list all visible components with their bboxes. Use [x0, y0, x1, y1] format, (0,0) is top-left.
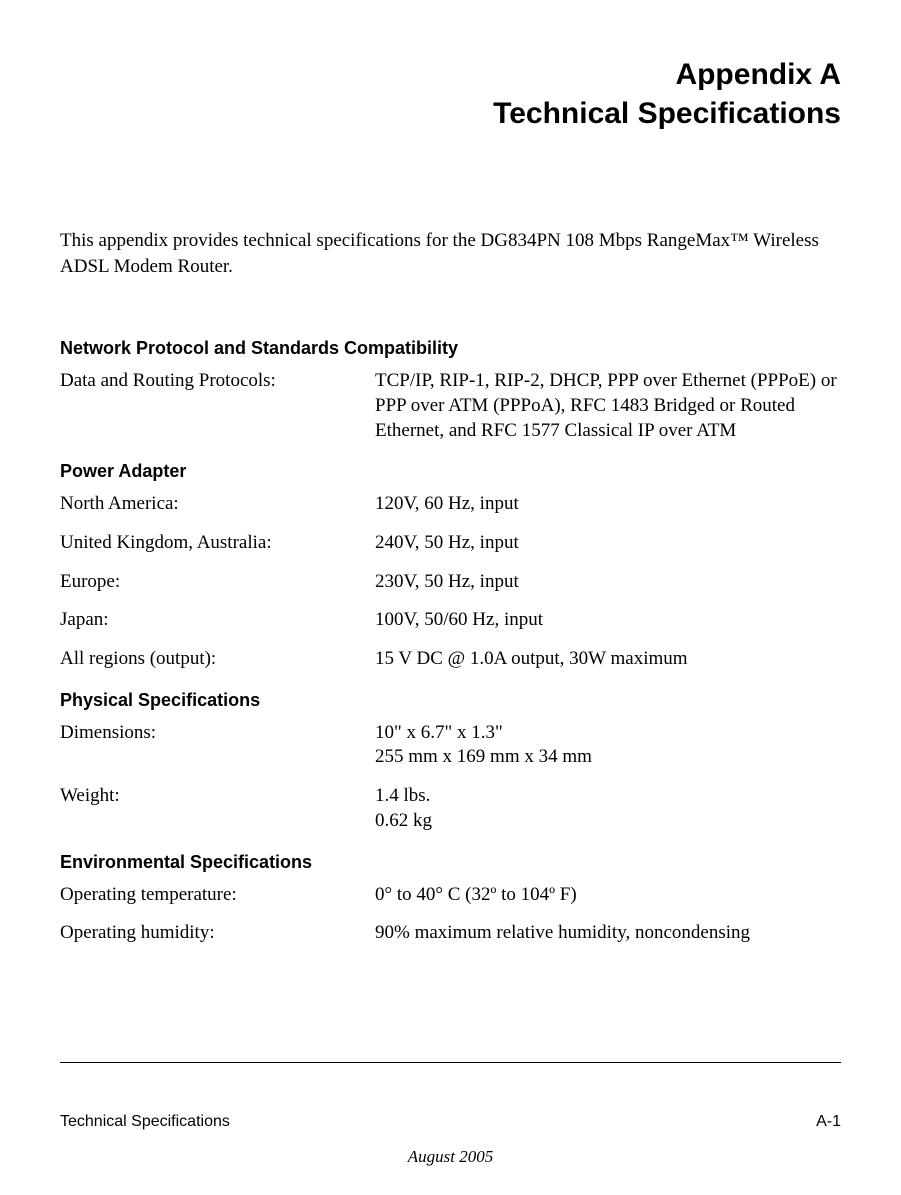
- spec-label-na: North America:: [60, 492, 375, 517]
- spec-label-out: All regions (output):: [60, 647, 375, 672]
- footer-rule: [60, 1062, 841, 1063]
- spec-label-eu: Europe:: [60, 570, 375, 595]
- spec-value-jp: 100V, 50/60 Hz, input: [375, 608, 841, 633]
- section-header-env: Environmental Specifications: [60, 848, 841, 883]
- footer-line: Technical Specifications A-1: [60, 1113, 841, 1131]
- spec-value-dim: 10" x 6.7" x 1.3" 255 mm x 169 mm x 34 m…: [375, 721, 841, 770]
- footer-right: A-1: [816, 1113, 841, 1131]
- spec-value-protocols: TCP/IP, RIP-1, RIP-2, DHCP, PPP over Eth…: [375, 369, 841, 443]
- table-row: Operating humidity: 90% maximum relative…: [60, 921, 841, 960]
- title-line-1: Appendix A: [675, 58, 841, 91]
- table-row: Data and Routing Protocols: TCP/IP, RIP-…: [60, 369, 841, 457]
- table-row: Operating temperature: 0° to 40° C (32º …: [60, 883, 841, 922]
- spec-label-uk: United Kingdom, Australia:: [60, 531, 375, 556]
- spec-label-wt: Weight:: [60, 784, 375, 833]
- page-title: Appendix A Technical Specifications: [60, 55, 841, 133]
- table-row: All regions (output): 15 V DC @ 1.0A out…: [60, 647, 841, 686]
- page-footer: Technical Specifications A-1 August 2005: [60, 1062, 841, 1167]
- spec-value-uk: 240V, 50 Hz, input: [375, 531, 841, 556]
- spec-label-protocols: Data and Routing Protocols:: [60, 369, 375, 443]
- table-row: Dimensions: 10" x 6.7" x 1.3" 255 mm x 1…: [60, 721, 841, 784]
- spec-value-eu: 230V, 50 Hz, input: [375, 570, 841, 595]
- spec-value-hum: 90% maximum relative humidity, nonconden…: [375, 921, 841, 946]
- spec-label-dim: Dimensions:: [60, 721, 375, 770]
- table-row: North America: 120V, 60 Hz, input: [60, 492, 841, 531]
- spec-label-temp: Operating temperature:: [60, 883, 375, 908]
- section-header-power: Power Adapter: [60, 457, 841, 492]
- spec-value-out: 15 V DC @ 1.0A output, 30W maximum: [375, 647, 841, 672]
- spec-value-temp: 0° to 40° C (32º to 104º F): [375, 883, 841, 908]
- title-line-2: Technical Specifications: [493, 97, 841, 130]
- intro-paragraph: This appendix provides technical specifi…: [60, 228, 841, 279]
- footer-date: August 2005: [60, 1147, 841, 1167]
- footer-left: Technical Specifications: [60, 1113, 230, 1131]
- specs-table: Network Protocol and Standards Compatibi…: [60, 334, 841, 960]
- section-header-physical: Physical Specifications: [60, 686, 841, 721]
- table-row: Japan: 100V, 50/60 Hz, input: [60, 608, 841, 647]
- table-row: United Kingdom, Australia: 240V, 50 Hz, …: [60, 531, 841, 570]
- section-header-network: Network Protocol and Standards Compatibi…: [60, 334, 841, 369]
- spec-label-hum: Operating humidity:: [60, 921, 375, 946]
- spec-value-wt: 1.4 lbs. 0.62 kg: [375, 784, 841, 833]
- spec-label-jp: Japan:: [60, 608, 375, 633]
- table-row: Europe: 230V, 50 Hz, input: [60, 570, 841, 609]
- table-row: Weight: 1.4 lbs. 0.62 kg: [60, 784, 841, 847]
- spec-value-na: 120V, 60 Hz, input: [375, 492, 841, 517]
